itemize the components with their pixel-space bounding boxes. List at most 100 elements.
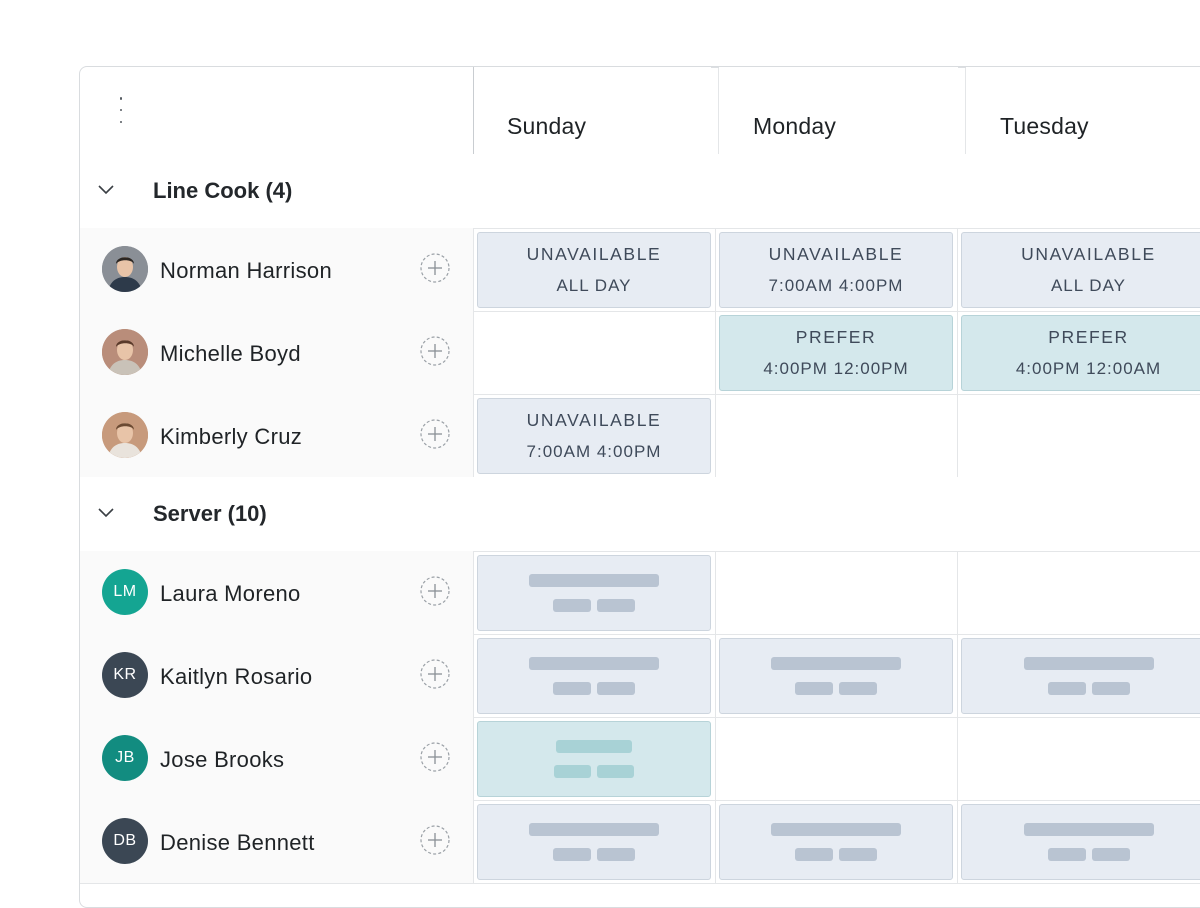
add-circle-icon — [420, 742, 450, 776]
add-shift-button[interactable] — [420, 825, 450, 855]
add-shift-button[interactable] — [420, 253, 450, 283]
skeleton-bar — [771, 657, 901, 670]
skeleton-bar — [1023, 657, 1154, 670]
availability-time: ALL DAY — [556, 276, 632, 295]
availability-status: UNAVAILABLE — [768, 244, 904, 264]
day-cell — [473, 551, 716, 634]
add-circle-icon — [420, 659, 450, 693]
employee-row: Norman Harrison UNAVAILABLE ALL DAY UNAVAIL… — [80, 228, 1200, 312]
unavailability-block[interactable]: UNAVAILABLE 7:00AM 4:00PM — [477, 398, 711, 474]
day-cell[interactable] — [473, 311, 716, 394]
header-corner-cell — [80, 67, 474, 154]
person-photo-icon — [102, 412, 148, 458]
employee-cell: Michelle Boyd — [80, 311, 474, 394]
availability-time: ALL DAY — [1050, 276, 1127, 295]
loading-placeholder-block[interactable] — [477, 804, 711, 880]
availability-status: PREFER — [795, 327, 877, 347]
skeleton-bar — [597, 682, 635, 695]
day-cell[interactable] — [715, 551, 958, 634]
skeleton-bar — [1023, 823, 1154, 836]
loading-placeholder-block[interactable] — [477, 721, 711, 797]
day-cell — [473, 717, 716, 800]
header-row: Sunday Monday Tuesday — [80, 67, 1200, 155]
day-cell[interactable] — [957, 717, 1200, 800]
day-header-monday: Monday — [719, 67, 966, 154]
add-circle-icon — [420, 825, 450, 859]
employee-row: Kimberly Cruz UNAVAILABLE 7:00AM 4:00PM — [80, 394, 1200, 478]
day-cell — [473, 800, 716, 883]
loading-placeholder-block[interactable] — [719, 804, 953, 880]
group-title: Line Cook (4) — [153, 178, 293, 203]
add-circle-icon — [420, 253, 450, 287]
add-shift-button[interactable] — [420, 742, 450, 772]
more-options-icon[interactable] — [118, 97, 124, 123]
day-cell: PREFER 4:00PM 12:00AM — [957, 311, 1200, 394]
employee-row: DB Denise Bennett — [80, 800, 1200, 884]
employee-cell: JB Jose Brooks — [80, 717, 474, 800]
employee-cell: KR Kaitlyn Rosario — [80, 634, 474, 717]
employee-row: KR Kaitlyn Rosario — [80, 634, 1200, 718]
skeleton-bar — [529, 657, 659, 670]
add-circle-icon — [420, 336, 450, 370]
employee-cell: DB Denise Bennett — [80, 800, 474, 883]
skeleton-bar — [529, 574, 659, 587]
unavailability-block[interactable]: UNAVAILABLE ALL DAY — [961, 232, 1200, 308]
avatar — [102, 412, 148, 458]
add-shift-button[interactable] — [420, 419, 450, 449]
employee-name: Kimberly Cruz — [160, 424, 303, 449]
loading-placeholder-block[interactable] — [477, 555, 711, 631]
employee-row: JB Jose Brooks — [80, 717, 1200, 801]
loading-placeholder-block[interactable] — [961, 638, 1200, 714]
unavailability-block[interactable]: UNAVAILABLE 7:00AM 4:00PM — [719, 232, 953, 308]
day-label: Monday — [753, 113, 837, 139]
availability-status: UNAVAILABLE — [526, 410, 662, 430]
day-cell[interactable] — [715, 717, 958, 800]
loading-placeholder-block[interactable] — [961, 804, 1200, 880]
avatar: LM — [102, 569, 148, 615]
unavailability-block[interactable]: UNAVAILABLE ALL DAY — [477, 232, 711, 308]
add-circle-icon — [420, 576, 450, 610]
add-shift-button[interactable] — [420, 336, 450, 366]
employee-name: Laura Moreno — [160, 581, 301, 606]
skeleton-bar — [554, 765, 591, 778]
chevron-down-icon[interactable] — [98, 506, 114, 518]
avatar — [102, 246, 148, 292]
skeleton-bar — [597, 599, 635, 612]
skeleton-bar — [597, 765, 634, 778]
employee-name: Kaitlyn Rosario — [160, 664, 313, 689]
day-cell[interactable] — [715, 394, 958, 477]
day-cell — [715, 634, 958, 717]
day-cell: PREFER 4:00PM 12:00PM — [715, 311, 958, 394]
day-cell[interactable] — [957, 394, 1200, 477]
preference-block[interactable]: PREFER 4:00PM 12:00PM — [719, 315, 953, 391]
skeleton-bar — [1047, 848, 1086, 861]
avatar-initials: JB — [115, 749, 135, 766]
day-cell: UNAVAILABLE 7:00AM 4:00PM — [473, 394, 716, 477]
avatar-initials: KR — [113, 666, 137, 683]
availability-status: UNAVAILABLE — [526, 244, 662, 264]
employee-name: Michelle Boyd — [160, 341, 301, 366]
loading-placeholder-block[interactable] — [477, 638, 711, 714]
skeleton-bar — [553, 682, 591, 695]
add-shift-button[interactable] — [420, 659, 450, 689]
add-shift-button[interactable] — [420, 576, 450, 606]
loading-placeholder-block[interactable] — [719, 638, 953, 714]
skeleton-bar — [553, 599, 591, 612]
day-cell[interactable] — [957, 551, 1200, 634]
day-cell — [715, 800, 958, 883]
employee-cell: LM Laura Moreno — [80, 551, 474, 634]
employee-name: Denise Bennett — [160, 830, 315, 855]
skeleton-bar — [1091, 682, 1130, 695]
chevron-down-icon[interactable] — [98, 183, 114, 195]
avatar: KR — [102, 652, 148, 698]
day-cell: UNAVAILABLE ALL DAY — [957, 228, 1200, 311]
preference-block[interactable]: PREFER 4:00PM 12:00AM — [961, 315, 1200, 391]
avatar — [102, 329, 148, 375]
employee-name: Jose Brooks — [160, 747, 285, 772]
skeleton-bar — [556, 740, 632, 753]
employee-cell: Norman Harrison — [80, 228, 474, 311]
avatar-initials: LM — [113, 583, 137, 600]
day-cell — [957, 800, 1200, 883]
availability-status: UNAVAILABLE — [1021, 244, 1156, 264]
skeleton-bar — [839, 682, 877, 695]
